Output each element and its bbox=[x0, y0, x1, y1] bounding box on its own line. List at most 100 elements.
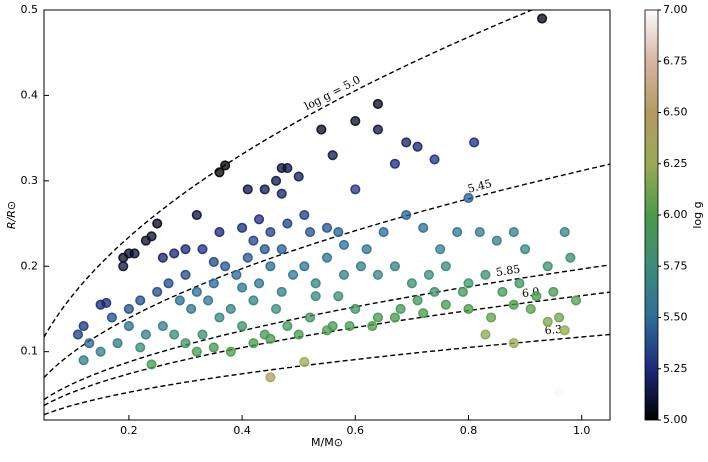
data-point bbox=[299, 209, 310, 221]
data-point bbox=[84, 338, 95, 349]
data-point bbox=[265, 261, 276, 272]
logg-curve bbox=[44, 264, 610, 401]
data-point bbox=[146, 359, 157, 370]
y-axis-label: R/R⊙ bbox=[5, 201, 18, 229]
data-point bbox=[208, 278, 219, 289]
data-point bbox=[344, 320, 355, 332]
data-point bbox=[123, 303, 134, 315]
x-tick-label: 0.8 bbox=[460, 424, 478, 437]
data-point bbox=[304, 227, 316, 238]
data-point bbox=[327, 150, 338, 161]
x-axis-label: M/M⊙ bbox=[311, 436, 343, 449]
x-tick-label: 1.0 bbox=[573, 424, 591, 437]
data-point bbox=[401, 137, 412, 148]
data-point bbox=[316, 124, 327, 135]
data-point bbox=[406, 278, 417, 289]
data-point bbox=[163, 278, 174, 289]
data-point bbox=[254, 278, 265, 289]
x-tick-label: 0.6 bbox=[347, 424, 365, 437]
y-tick-label: 0.4 bbox=[21, 88, 39, 101]
data-point bbox=[95, 346, 106, 357]
data-point bbox=[310, 291, 321, 302]
data-point bbox=[140, 329, 151, 340]
data-point bbox=[299, 261, 310, 272]
data-point bbox=[525, 303, 536, 315]
data-point bbox=[372, 269, 383, 280]
y-tick-label: 0.5 bbox=[21, 3, 39, 16]
colorbar-tick-label: 7.00 bbox=[663, 3, 688, 16]
data-point bbox=[276, 188, 287, 199]
data-point bbox=[304, 312, 316, 323]
data-point bbox=[157, 252, 168, 263]
data-point bbox=[208, 342, 219, 353]
data-point bbox=[565, 252, 576, 263]
data-point bbox=[491, 235, 502, 246]
data-point bbox=[208, 256, 219, 268]
data-point bbox=[169, 248, 180, 259]
data-point bbox=[276, 286, 287, 297]
data-point bbox=[474, 227, 485, 238]
data-point bbox=[463, 192, 474, 203]
x-tick-label: 0.4 bbox=[233, 424, 251, 437]
data-point bbox=[389, 261, 400, 272]
y-tick-label: 0.1 bbox=[21, 345, 39, 358]
data-point bbox=[520, 244, 531, 255]
data-point bbox=[548, 286, 559, 297]
data-point bbox=[333, 227, 344, 238]
data-point bbox=[338, 269, 350, 280]
data-point bbox=[242, 184, 253, 195]
data-point bbox=[542, 316, 553, 327]
data-point bbox=[237, 222, 248, 233]
data-point bbox=[220, 261, 231, 272]
logg-curve bbox=[44, 10, 534, 338]
curve-label: log g = 5.0 bbox=[302, 73, 362, 113]
data-point bbox=[293, 329, 304, 340]
data-point bbox=[293, 171, 304, 182]
data-point bbox=[418, 308, 429, 319]
data-point bbox=[225, 346, 236, 357]
data-point bbox=[412, 141, 423, 152]
colorbar-tick-label: 6.50 bbox=[663, 106, 688, 119]
data-point bbox=[186, 303, 197, 315]
data-point bbox=[146, 231, 157, 242]
data-point bbox=[372, 124, 383, 135]
data-point bbox=[118, 261, 129, 272]
data-point bbox=[220, 160, 231, 171]
data-point bbox=[310, 278, 321, 289]
data-point bbox=[440, 261, 451, 272]
data-point bbox=[123, 248, 134, 259]
data-point bbox=[480, 329, 491, 340]
y-tick-label: 0.3 bbox=[21, 174, 39, 187]
data-point bbox=[299, 356, 310, 367]
data-point bbox=[259, 244, 270, 255]
data-point bbox=[180, 338, 191, 349]
data-point bbox=[180, 269, 191, 280]
data-point bbox=[78, 355, 89, 366]
data-point bbox=[321, 252, 333, 263]
data-point bbox=[259, 184, 270, 195]
data-point bbox=[242, 252, 253, 263]
colorbar-tick-label: 6.00 bbox=[663, 208, 688, 221]
data-point bbox=[395, 303, 406, 315]
data-point bbox=[191, 286, 202, 297]
data-point bbox=[214, 312, 225, 323]
data-point bbox=[508, 299, 519, 310]
data-point bbox=[440, 299, 451, 310]
data-point bbox=[350, 303, 361, 315]
data-point bbox=[463, 278, 474, 289]
colorbar-tick-label: 5.50 bbox=[663, 311, 688, 324]
data-point bbox=[378, 227, 389, 238]
data-point bbox=[254, 214, 265, 225]
data-point bbox=[197, 244, 208, 255]
data-point bbox=[106, 312, 117, 323]
data-point bbox=[123, 320, 134, 332]
data-point bbox=[271, 303, 282, 315]
data-point bbox=[542, 261, 553, 272]
colorbar-tick-label: 6.75 bbox=[663, 54, 688, 67]
data-point bbox=[559, 227, 570, 238]
data-point bbox=[514, 278, 525, 289]
data-point bbox=[231, 269, 242, 280]
data-point bbox=[401, 209, 412, 221]
data-point bbox=[423, 269, 434, 280]
